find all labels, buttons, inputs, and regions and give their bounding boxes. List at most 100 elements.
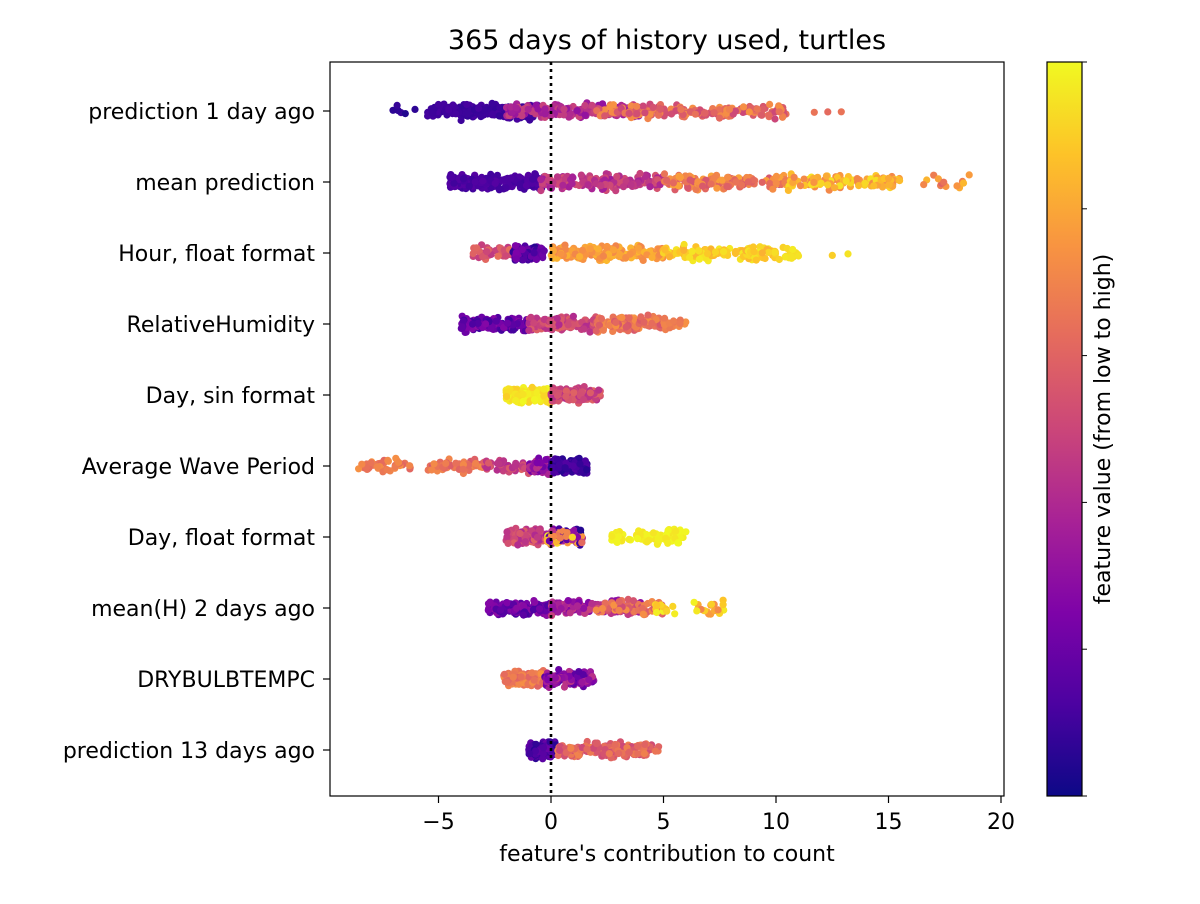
data-point [669,179,678,187]
data-point [663,607,671,615]
data-point [503,533,511,541]
data-point [556,746,564,755]
data-point [769,185,777,193]
data-point [517,673,525,681]
data-point [539,744,548,752]
data-point [775,108,783,116]
data-point [486,598,494,606]
data-point [682,528,690,536]
data-point [562,387,570,395]
data-point [695,255,704,263]
data-point [598,100,607,108]
data-point [471,178,479,186]
data-point [611,740,619,749]
data-point [676,173,685,181]
data-point [564,597,572,605]
data-point [520,602,528,610]
data-point [575,668,583,676]
data-point [567,744,575,752]
data-point [452,459,460,467]
data-point [522,181,531,189]
data-point [527,314,535,322]
data-point [442,459,450,467]
data-point [789,245,797,254]
data-point [430,460,438,468]
data-point [428,466,436,474]
data-point [530,597,538,605]
data-point [660,170,669,178]
data-point [653,601,661,609]
feature-row-points [469,240,852,265]
data-point [759,105,767,113]
data-point [613,538,621,547]
y-tick-label: Day, sin format [146,384,316,409]
data-point [480,106,488,114]
feature-row-points [500,666,598,692]
data-point [512,255,521,263]
data-point [676,320,684,328]
data-point [810,178,818,186]
data-point [553,173,562,181]
data-point [463,100,471,109]
data-point [778,113,787,121]
data-point [540,315,548,324]
data-point [672,527,680,535]
data-point [592,327,600,335]
data-point [612,318,620,326]
data-point [532,255,541,264]
data-point [600,750,608,758]
data-point [825,186,833,194]
data-point [619,183,628,191]
data-point [556,534,564,542]
data-point [557,250,565,258]
colorbar [1046,61,1083,797]
data-point [641,740,649,749]
x-tick-label: 0 [544,810,558,835]
data-point [625,535,633,544]
data-point [566,609,574,617]
data-point [669,602,677,611]
data-point [761,254,769,263]
data-point [384,456,392,464]
data-point [511,242,520,250]
data-point [495,460,503,468]
data-point [684,184,692,192]
data-point [428,109,436,117]
data-point [940,178,948,186]
data-point [411,105,419,113]
data-point [511,397,520,405]
data-point [524,105,532,113]
data-point [373,463,381,471]
data-point [580,325,588,333]
data-point [512,104,520,112]
data-point [654,111,663,119]
data-point [528,383,536,391]
data-point [824,108,832,116]
data-point [643,538,651,546]
data-point [530,396,539,404]
data-point [598,605,607,613]
data-point [395,458,403,467]
data-point [614,533,622,541]
data-point [695,247,703,255]
data-point [775,255,783,264]
data-point [694,178,702,186]
data-point [578,246,587,254]
data-point [618,313,626,321]
data-point [541,110,549,118]
y-tick-label: Hour, float format [118,242,315,267]
data-point [690,598,698,606]
data-point [753,105,761,113]
data-point [474,319,482,327]
data-point [559,181,567,189]
data-point [817,179,825,187]
data-point [532,388,540,396]
data-point [634,750,642,758]
data-point [723,182,731,191]
data-point [580,604,588,613]
data-point [561,464,569,472]
data-point [494,252,502,260]
feature-row-points [446,169,973,195]
data-point [959,179,968,187]
